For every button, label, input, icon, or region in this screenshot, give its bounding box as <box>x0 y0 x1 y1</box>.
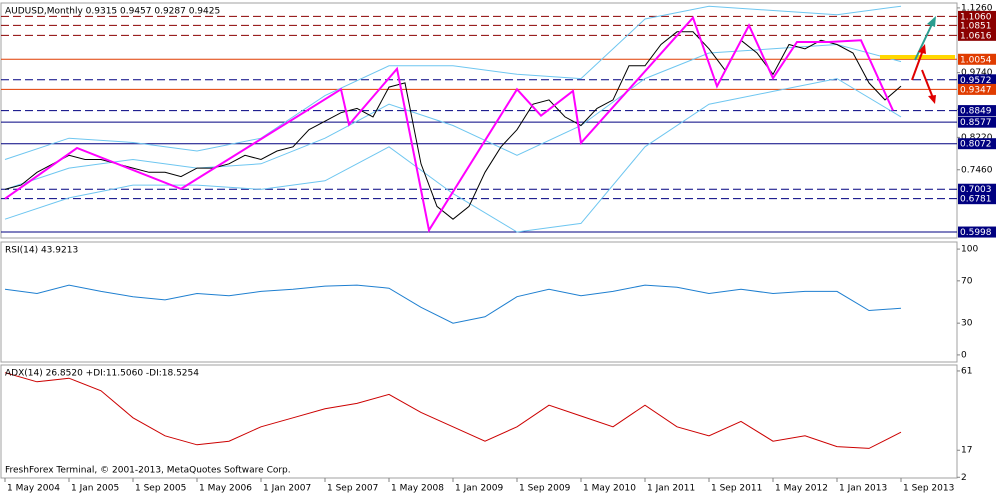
panel-frame <box>0 241 958 363</box>
level-label: 0.6781 <box>960 195 992 205</box>
level-label-box <box>958 53 996 65</box>
x-tick-label: 1 May 2012 <box>775 484 828 494</box>
level-label-box <box>958 226 996 238</box>
x-tick-label: 1 May 2004 <box>7 484 60 494</box>
level-label: 0.8849 <box>960 107 992 117</box>
level-label-box <box>958 83 996 95</box>
y-tick-label: 100 <box>961 245 978 255</box>
level-label-box <box>958 29 996 41</box>
level-label: 0.9347 <box>960 85 992 95</box>
series-line <box>4 31 902 220</box>
level-label-box <box>958 193 996 205</box>
panel-title: RSI(14) 43.9213 <box>5 246 78 256</box>
x-tick-label: 1 Jan 2005 <box>71 484 119 494</box>
teal-arrow-head <box>927 16 936 27</box>
level-label-box <box>958 183 996 195</box>
series-line <box>4 15 894 233</box>
series-line <box>4 43 902 190</box>
x-tick-label: 1 Jan 2011 <box>647 484 695 494</box>
level-label-box <box>958 116 996 128</box>
x-tick-label: 1 May 2010 <box>583 484 636 494</box>
level-label: 1.0054 <box>960 55 992 65</box>
level-label: 0.7003 <box>960 185 992 195</box>
red-arrow-up <box>911 49 924 81</box>
red-arrow-down-head <box>928 95 936 104</box>
x-tick-label: 1 Jan 2007 <box>263 484 311 494</box>
level-label-box <box>958 19 996 31</box>
y-tick-label: 2 <box>961 473 967 483</box>
x-tick-label: 1 Sep 2011 <box>711 484 762 494</box>
x-tick-label: 1 Sep 2013 <box>903 484 954 494</box>
y-tick-label: 61 <box>961 366 972 376</box>
y-tick-label: 70 <box>961 276 973 286</box>
teal-arrow <box>914 21 934 61</box>
red-arrow-down <box>921 69 934 99</box>
level-label-box <box>958 105 996 117</box>
series-line <box>4 284 902 324</box>
level-label: 1.0851 <box>960 21 992 31</box>
panel-title: ADX(14) 26.8520 +DI:11.5060 -DI:18.5254 <box>5 369 199 379</box>
panel-frame <box>0 364 958 479</box>
level-label: 0.8072 <box>960 140 992 150</box>
y-tick-label: 0.7460 <box>961 165 993 175</box>
panel-title: AUDUSD,Monthly 0.9315 0.9457 0.9287 0.94… <box>5 7 220 17</box>
y-tick-label: 1.1260 <box>961 3 993 13</box>
x-tick-label: 1 May 2008 <box>391 484 444 494</box>
level-label: 0.9572 <box>960 76 992 86</box>
level-label: 0.8577 <box>960 118 992 128</box>
y-tick-label: 30 <box>961 319 973 329</box>
panel-frame <box>0 2 958 239</box>
y-tick-label: 17 <box>961 446 972 456</box>
level-label: 0.5998 <box>960 228 992 238</box>
x-tick-label: 1 May 2006 <box>199 484 252 494</box>
x-tick-label: 1 Sep 2005 <box>135 484 186 494</box>
level-label-box <box>958 138 996 150</box>
x-tick-label: 1 Sep 2009 <box>519 484 571 494</box>
y-tick-label: 0.8220 <box>961 133 993 143</box>
y-tick-label: 0.9740 <box>961 68 993 78</box>
copyright: FreshForex Terminal, © 2001-2013, MetaQu… <box>5 466 291 476</box>
x-tick-label: 1 Sep 2007 <box>327 484 378 494</box>
y-tick-label: 0 <box>961 350 967 360</box>
series-line <box>4 5 902 160</box>
level-label: 1.1060 <box>960 12 992 22</box>
red-arrow-up-head <box>918 44 926 54</box>
level-label: 1.0616 <box>960 31 992 41</box>
x-tick-label: 1 Jan 2013 <box>839 484 887 494</box>
series-line <box>4 372 902 449</box>
x-tick-label: 1 Jan 2009 <box>455 484 503 494</box>
level-label-box <box>958 74 996 86</box>
level-label-box <box>958 10 996 22</box>
